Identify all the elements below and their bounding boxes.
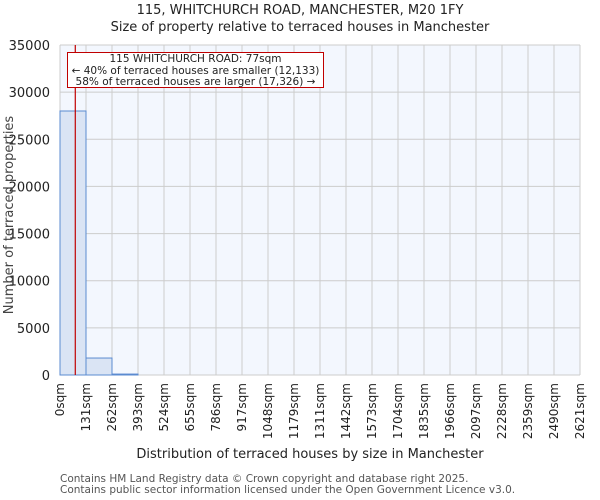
x-tick-label: 1704sqm [391,383,405,439]
annotation-line-3: 58% of terraced houses are larger (17,32… [75,76,316,88]
chart-subtitle: Size of property relative to terraced ho… [110,20,490,35]
footer-licence: Contains public sector information licen… [60,484,516,496]
x-tick-label: 2359sqm [521,383,535,439]
x-tick-label: 1442sqm [339,383,353,439]
x-tick-label: 1179sqm [287,383,301,439]
y-tick-label: 35000 [9,39,50,54]
x-tick-label: 393sqm [131,383,145,431]
property-annotation: 115 WHITCHURCH ROAD: 77sqm ← 40% of terr… [67,52,324,88]
x-tick-label: 2621sqm [573,383,587,439]
y-axis-label: Number of terraced properties [2,116,17,315]
x-tick-label: 917sqm [235,383,249,431]
histogram-bar [111,373,139,376]
x-tick-label: 786sqm [209,383,223,431]
x-tick-label: 0sqm [53,383,67,416]
x-tick-label: 655sqm [183,383,197,431]
x-tick-label: 2097sqm [469,383,483,439]
histogram-bar [59,110,87,376]
annotation-line-2: ← 40% of terraced houses are smaller (12… [71,64,320,77]
x-tick-label: 524sqm [157,383,171,431]
x-tick-label: 1966sqm [443,383,457,439]
y-tick-label: 0 [42,369,50,384]
annotation-line-1: 115 WHITCHURCH ROAD: 77sqm [109,53,282,65]
y-tick-label: 10000 [9,275,50,290]
x-tick-label: 1573sqm [365,383,379,439]
y-tick-label: 5000 [17,322,50,337]
x-tick-label: 262sqm [105,383,119,431]
y-tick-label: 30000 [9,86,50,101]
footer-copyright: Contains HM Land Registry data © Crown c… [60,473,469,485]
histogram-bar [85,357,113,376]
x-tick-label: 2228sqm [495,383,509,439]
x-tick-label: 1311sqm [313,383,327,439]
y-tick-label: 20000 [9,180,50,195]
x-tick-label: 2490sqm [547,383,561,439]
y-tick-label: 15000 [9,228,50,243]
x-tick-label: 1048sqm [261,383,275,439]
x-axis-label: Distribution of terraced houses by size … [136,447,484,462]
chart-title: 115, WHITCHURCH ROAD, MANCHESTER, M20 1F… [136,3,464,18]
y-tick-label: 25000 [9,133,50,148]
x-tick-label: 1835sqm [417,383,431,439]
x-tick-label: 131sqm [79,383,93,431]
